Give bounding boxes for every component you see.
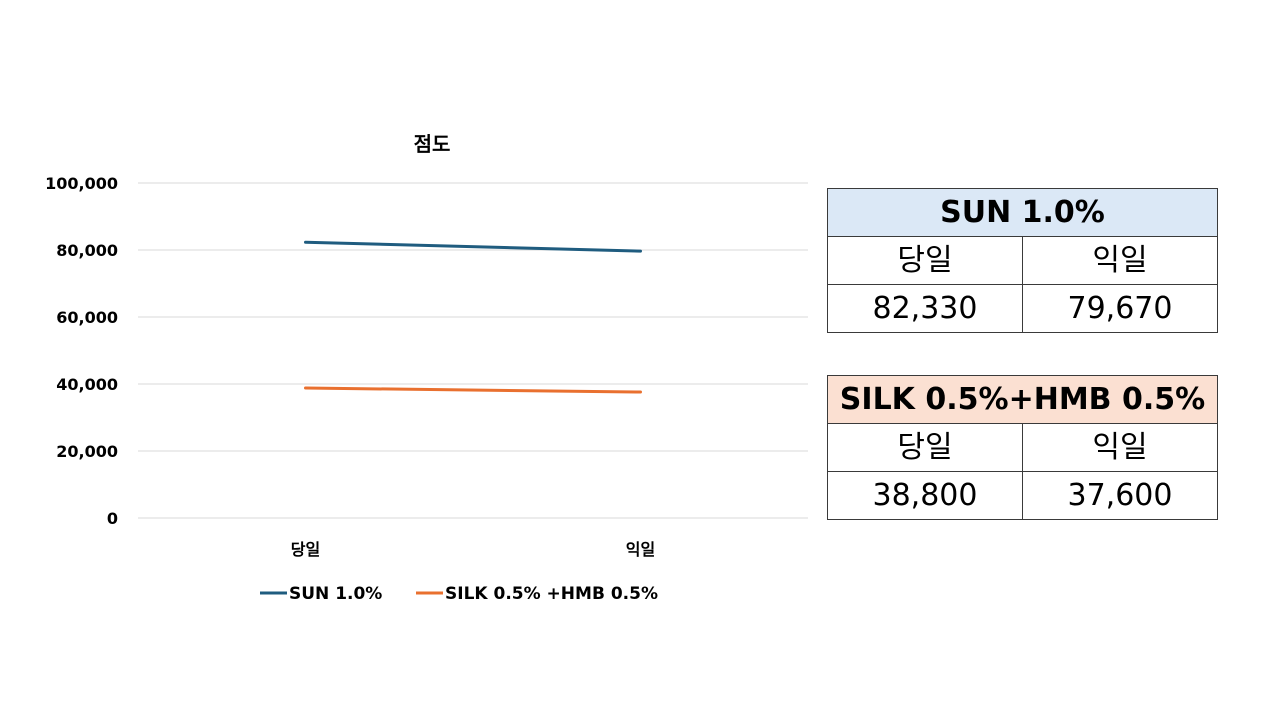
sun-value-day1: 79,670 — [1022, 284, 1218, 333]
x-tick-label: 당일 — [291, 540, 320, 559]
sun-header-day1: 익일 — [1022, 236, 1218, 285]
sun-table: SUN 1.0% 당일 익일 82,330 79,670 — [827, 188, 1218, 333]
viscosity-chart: 점도 0 20,000 40,000 60,000 80,000 100,000 당일 익일… — [45, 132, 808, 604]
y-tick-label: 80,000 — [56, 241, 118, 260]
y-tick-label: 20,000 — [56, 442, 118, 461]
y-axis-ticks: 0 20,000 40,000 60,000 80,000 100,000 — [45, 174, 118, 528]
sun-header-day0: 당일 — [827, 236, 1023, 285]
sun-value-day0: 82,330 — [827, 284, 1023, 333]
y-tick-label: 0 — [107, 509, 118, 528]
series-line-1 — [304, 386, 642, 394]
gridlines — [138, 182, 808, 519]
x-axis-ticks: 당일 익일 — [291, 540, 655, 559]
y-tick-label: 60,000 — [56, 308, 118, 327]
legend-label-1: SILK 0.5% +HMB 0.5% — [445, 584, 658, 604]
sun-table-title: SUN 1.0% — [827, 188, 1218, 237]
silk-hmb-table-title: SILK 0.5%+HMB 0.5% — [827, 375, 1218, 424]
series-lines — [304, 240, 642, 394]
silk-hmb-header-day1: 익일 — [1022, 423, 1218, 472]
legend-label-0: SUN 1.0% — [289, 584, 382, 604]
silk-hmb-header-day0: 당일 — [827, 423, 1023, 472]
chart-title: 점도 — [414, 132, 451, 156]
silk-hmb-value-day0: 38,800 — [827, 471, 1023, 520]
legend: SUN 1.0% SILK 0.5% +HMB 0.5% — [260, 584, 658, 604]
y-tick-label: 100,000 — [45, 174, 118, 193]
x-tick-label: 익일 — [626, 540, 655, 559]
y-tick-label: 40,000 — [56, 375, 118, 394]
silk-hmb-value-day1: 37,600 — [1022, 471, 1218, 520]
series-line-0 — [304, 240, 642, 253]
silk-hmb-table: SILK 0.5%+HMB 0.5% 당일 익일 38,800 37,600 — [827, 375, 1218, 520]
